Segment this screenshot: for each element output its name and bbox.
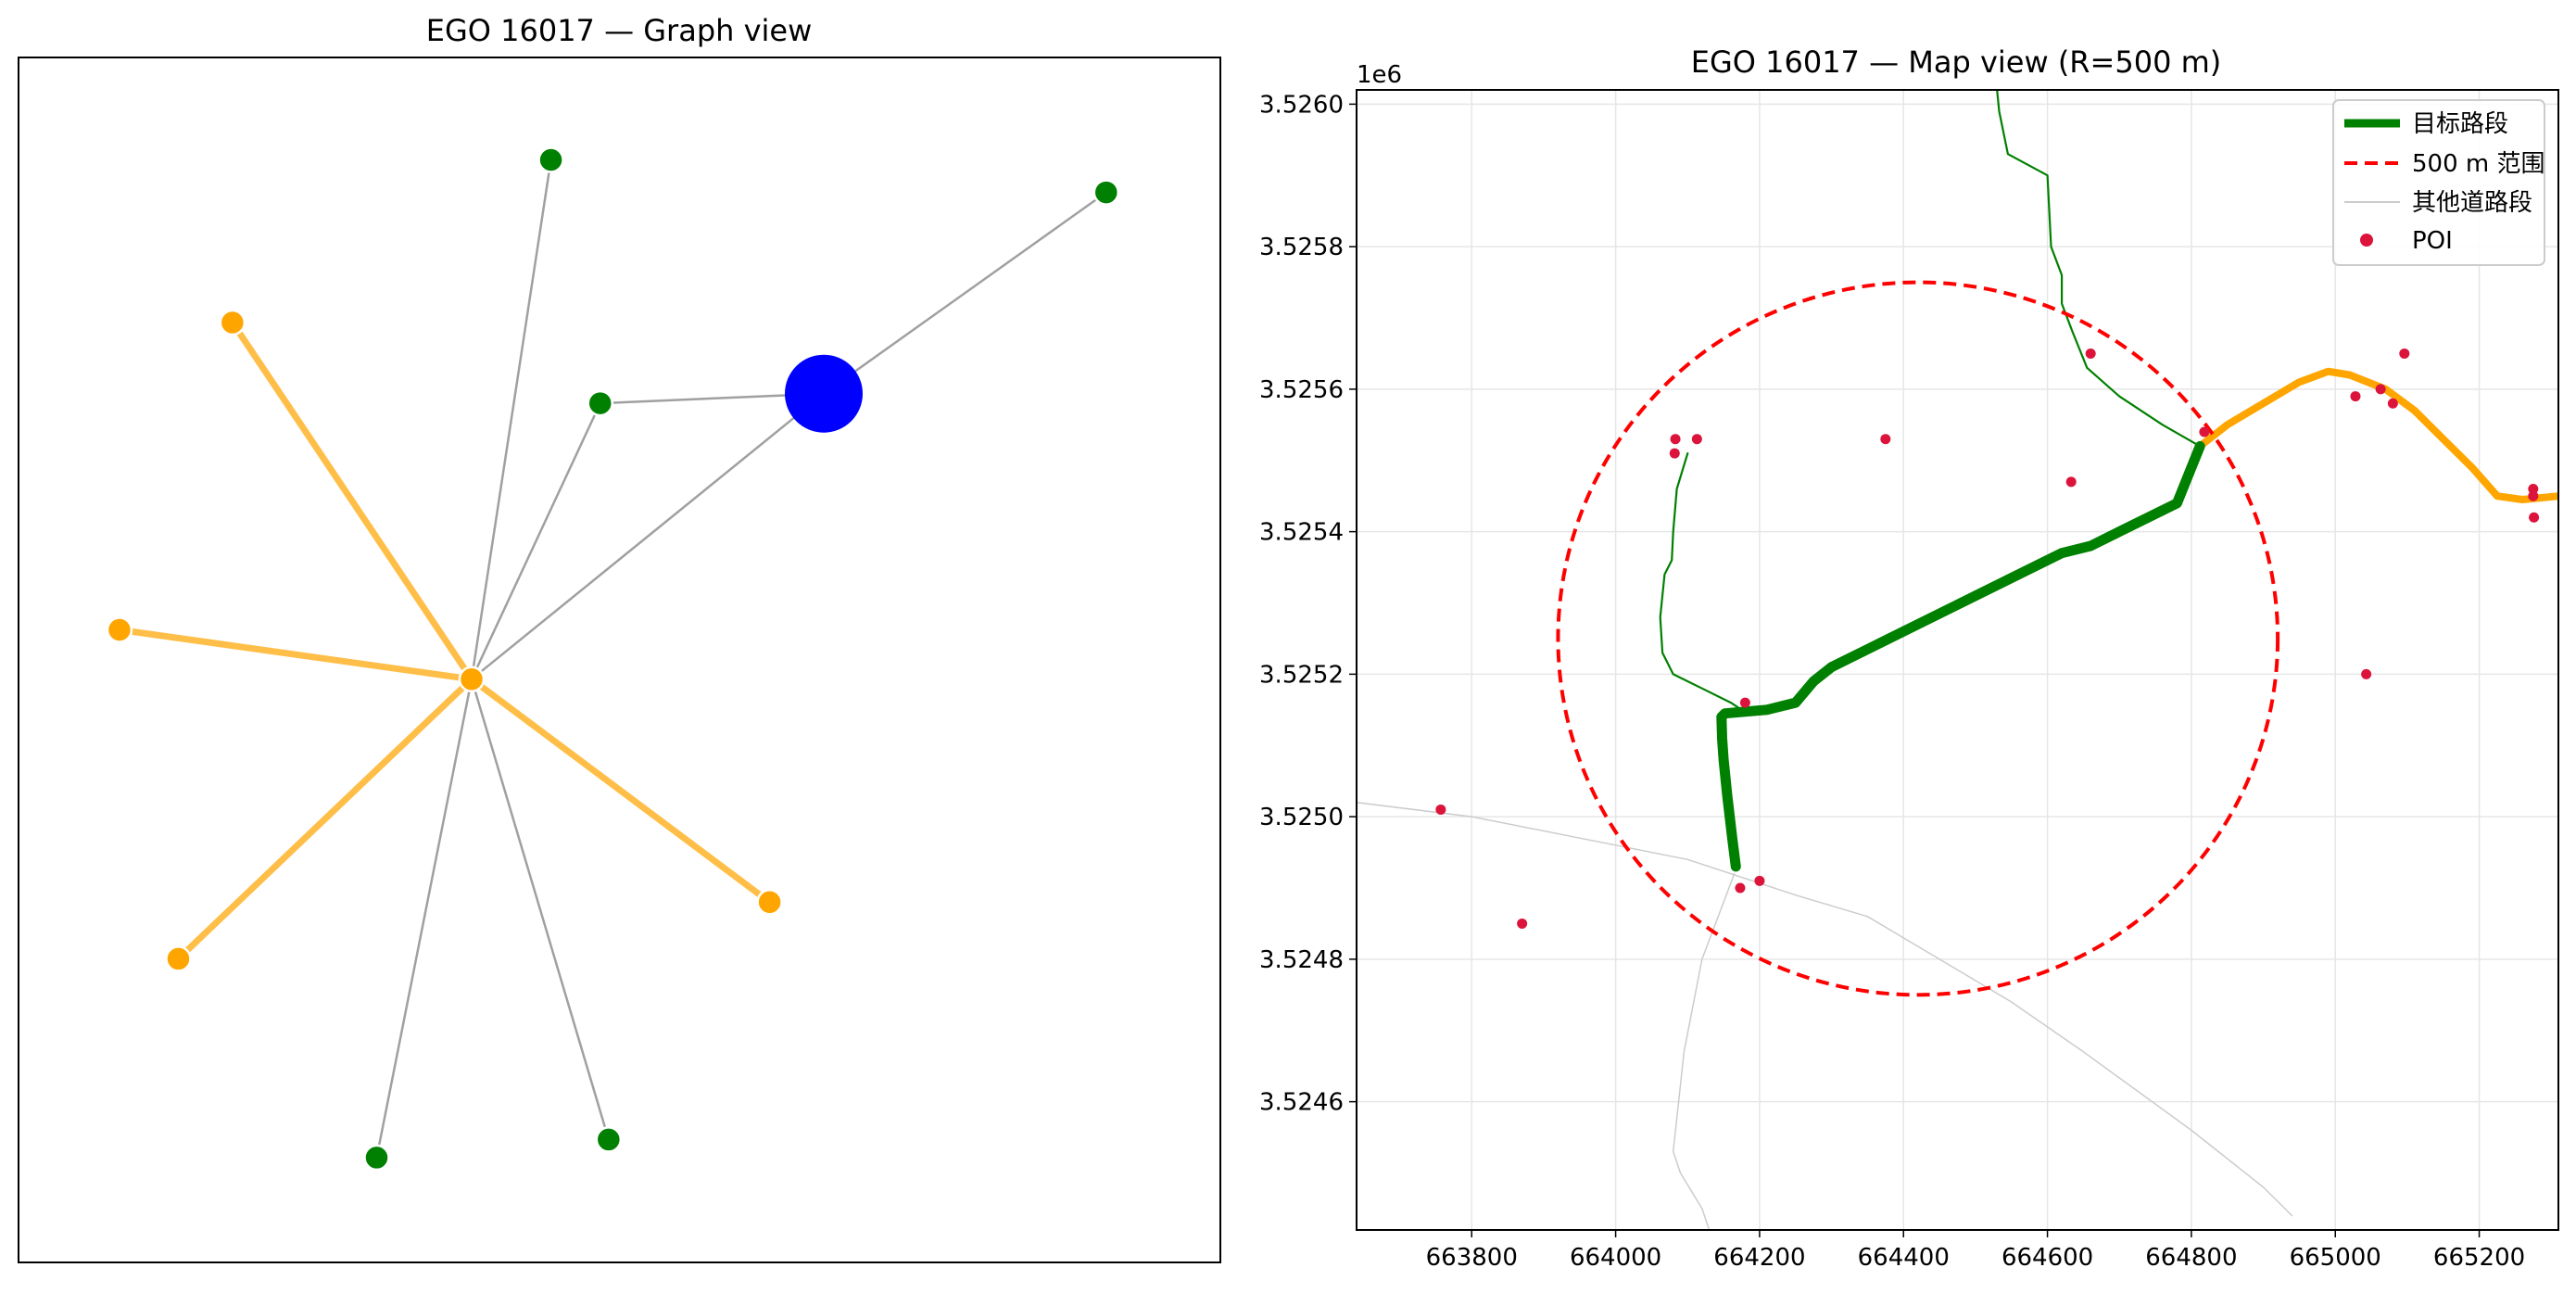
y-tick-label-7: 3.5260: [1259, 91, 1344, 119]
map-poi-6: [1691, 434, 1702, 445]
graph-view-frame: [18, 57, 1221, 1263]
map-poi-19: [2529, 512, 2540, 523]
graph-edge-hub-o4: [469, 676, 772, 906]
map-poi-13: [2375, 384, 2386, 395]
map-poi-18: [2528, 490, 2539, 501]
map-lines: [1357, 90, 2558, 1230]
graph-edge-ego-g2: [823, 191, 1107, 395]
map-ego-road-0: [1716, 440, 2205, 872]
x-tick-label-7: 665200: [2433, 1244, 2525, 1272]
legend: 目标路段 500 m 范围 其他道路段 POI: [2332, 99, 2545, 266]
map-green-road-3: [1659, 452, 1743, 711]
graph-node-g1: [537, 146, 564, 173]
map-poi-15: [2399, 348, 2410, 359]
legend-label-target-road: 目标路段: [2412, 110, 2508, 138]
map-frame: [1356, 89, 2559, 1231]
map-poi-3: [1880, 434, 1891, 445]
map-poi-11: [1435, 804, 1446, 815]
graph-edge-hub-o3: [176, 677, 474, 961]
legend-label-range-circle: 500 m 范围: [2412, 150, 2544, 178]
map-poi-2: [2065, 476, 2077, 488]
graph-edge-hub-g1: [470, 159, 552, 679]
map-view-title: EGO 16017 — Map view (R=500 m): [1691, 44, 2222, 80]
graph-node-g2: [1092, 179, 1120, 206]
graph-edge-hub-ego: [471, 392, 825, 680]
x-tick-label-0: 663800: [1426, 1244, 1518, 1272]
x-tick-label-5: 664800: [2145, 1244, 2237, 1272]
map-range-circle: [1556, 280, 2280, 997]
map-poi-14: [2387, 398, 2398, 409]
y-tick-label-5: 3.5256: [1259, 376, 1344, 404]
map-poi-5: [1669, 448, 1680, 459]
map-green-road-2: [1996, 90, 2202, 448]
y-tick-label-4: 3.5254: [1259, 519, 1344, 547]
graph-node-o2: [106, 616, 133, 643]
graph-edge-hub-o1: [229, 321, 474, 681]
y-tick-label-0: 3.5246: [1259, 1089, 1344, 1117]
map-grid: [1357, 90, 2558, 1230]
graph-edge-hub-g4: [375, 678, 474, 1159]
map-grey-road-5: [1672, 872, 1736, 1230]
map-ticks: 663800 664000 664200 664400 664600 664800 6650…: [1259, 91, 2525, 1272]
graph-node-g3: [587, 389, 613, 417]
graph-node-o1: [219, 309, 246, 336]
map-poi-10: [1517, 918, 1528, 929]
map-poi-4: [1670, 434, 1681, 445]
graph-node-ego: [784, 354, 863, 433]
y-axis-offset-label: 1e6: [1357, 61, 1402, 89]
graph-nodes: [106, 146, 1120, 1172]
map-view-panel: EGO 16017 — Map view (R=500 m) 1e6 66380…: [1259, 44, 2559, 1272]
graph-view-title: EGO 16017 — Graph view: [426, 13, 813, 48]
x-tick-label-2: 664200: [1713, 1244, 1805, 1272]
graph-edge-hub-g5: [470, 678, 611, 1140]
graph-node-hub: [458, 666, 486, 693]
graph-node-g4: [363, 1144, 390, 1172]
graph-edge-hub-g3: [470, 402, 601, 680]
map-points: [1435, 348, 2540, 929]
map-grey-road-4: [1357, 802, 2293, 1217]
map-poi-17: [2528, 484, 2539, 494]
graph-edges: [119, 159, 1107, 1159]
x-tick-label-3: 664400: [1858, 1244, 1950, 1272]
graph-node-o4: [756, 889, 783, 916]
legend-label-poi: POI: [2412, 227, 2453, 255]
y-tick-label-2: 3.5250: [1259, 804, 1344, 831]
x-tick-label-4: 664600: [2001, 1244, 2093, 1272]
map-poi-9: [1735, 882, 1746, 894]
graph-node-g5: [595, 1126, 623, 1153]
y-tick-label-3: 3.5252: [1259, 661, 1344, 689]
map-poi-16: [2361, 668, 2372, 679]
legend-box: [2332, 99, 2545, 266]
legend-swatch-poi: [2360, 234, 2373, 247]
legend-label-other-roads: 其他道路段: [2412, 189, 2532, 217]
map-poi-8: [1754, 875, 1765, 886]
graph-node-o3: [165, 945, 192, 972]
y-tick-label-6: 3.5258: [1259, 234, 1344, 261]
y-tick-label-1: 3.5248: [1259, 946, 1344, 974]
map-poi-7: [1739, 697, 1750, 708]
map-poi-1: [2085, 348, 2096, 359]
x-tick-label-1: 664000: [1570, 1244, 1661, 1272]
graph-view-panel: EGO 16017 — Graph view: [18, 13, 1221, 1263]
graph-edge-hub-o2: [119, 627, 473, 683]
map-poi-0: [2199, 426, 2210, 437]
x-tick-label-6: 665000: [2290, 1244, 2381, 1272]
map-poi-12: [2350, 391, 2361, 402]
